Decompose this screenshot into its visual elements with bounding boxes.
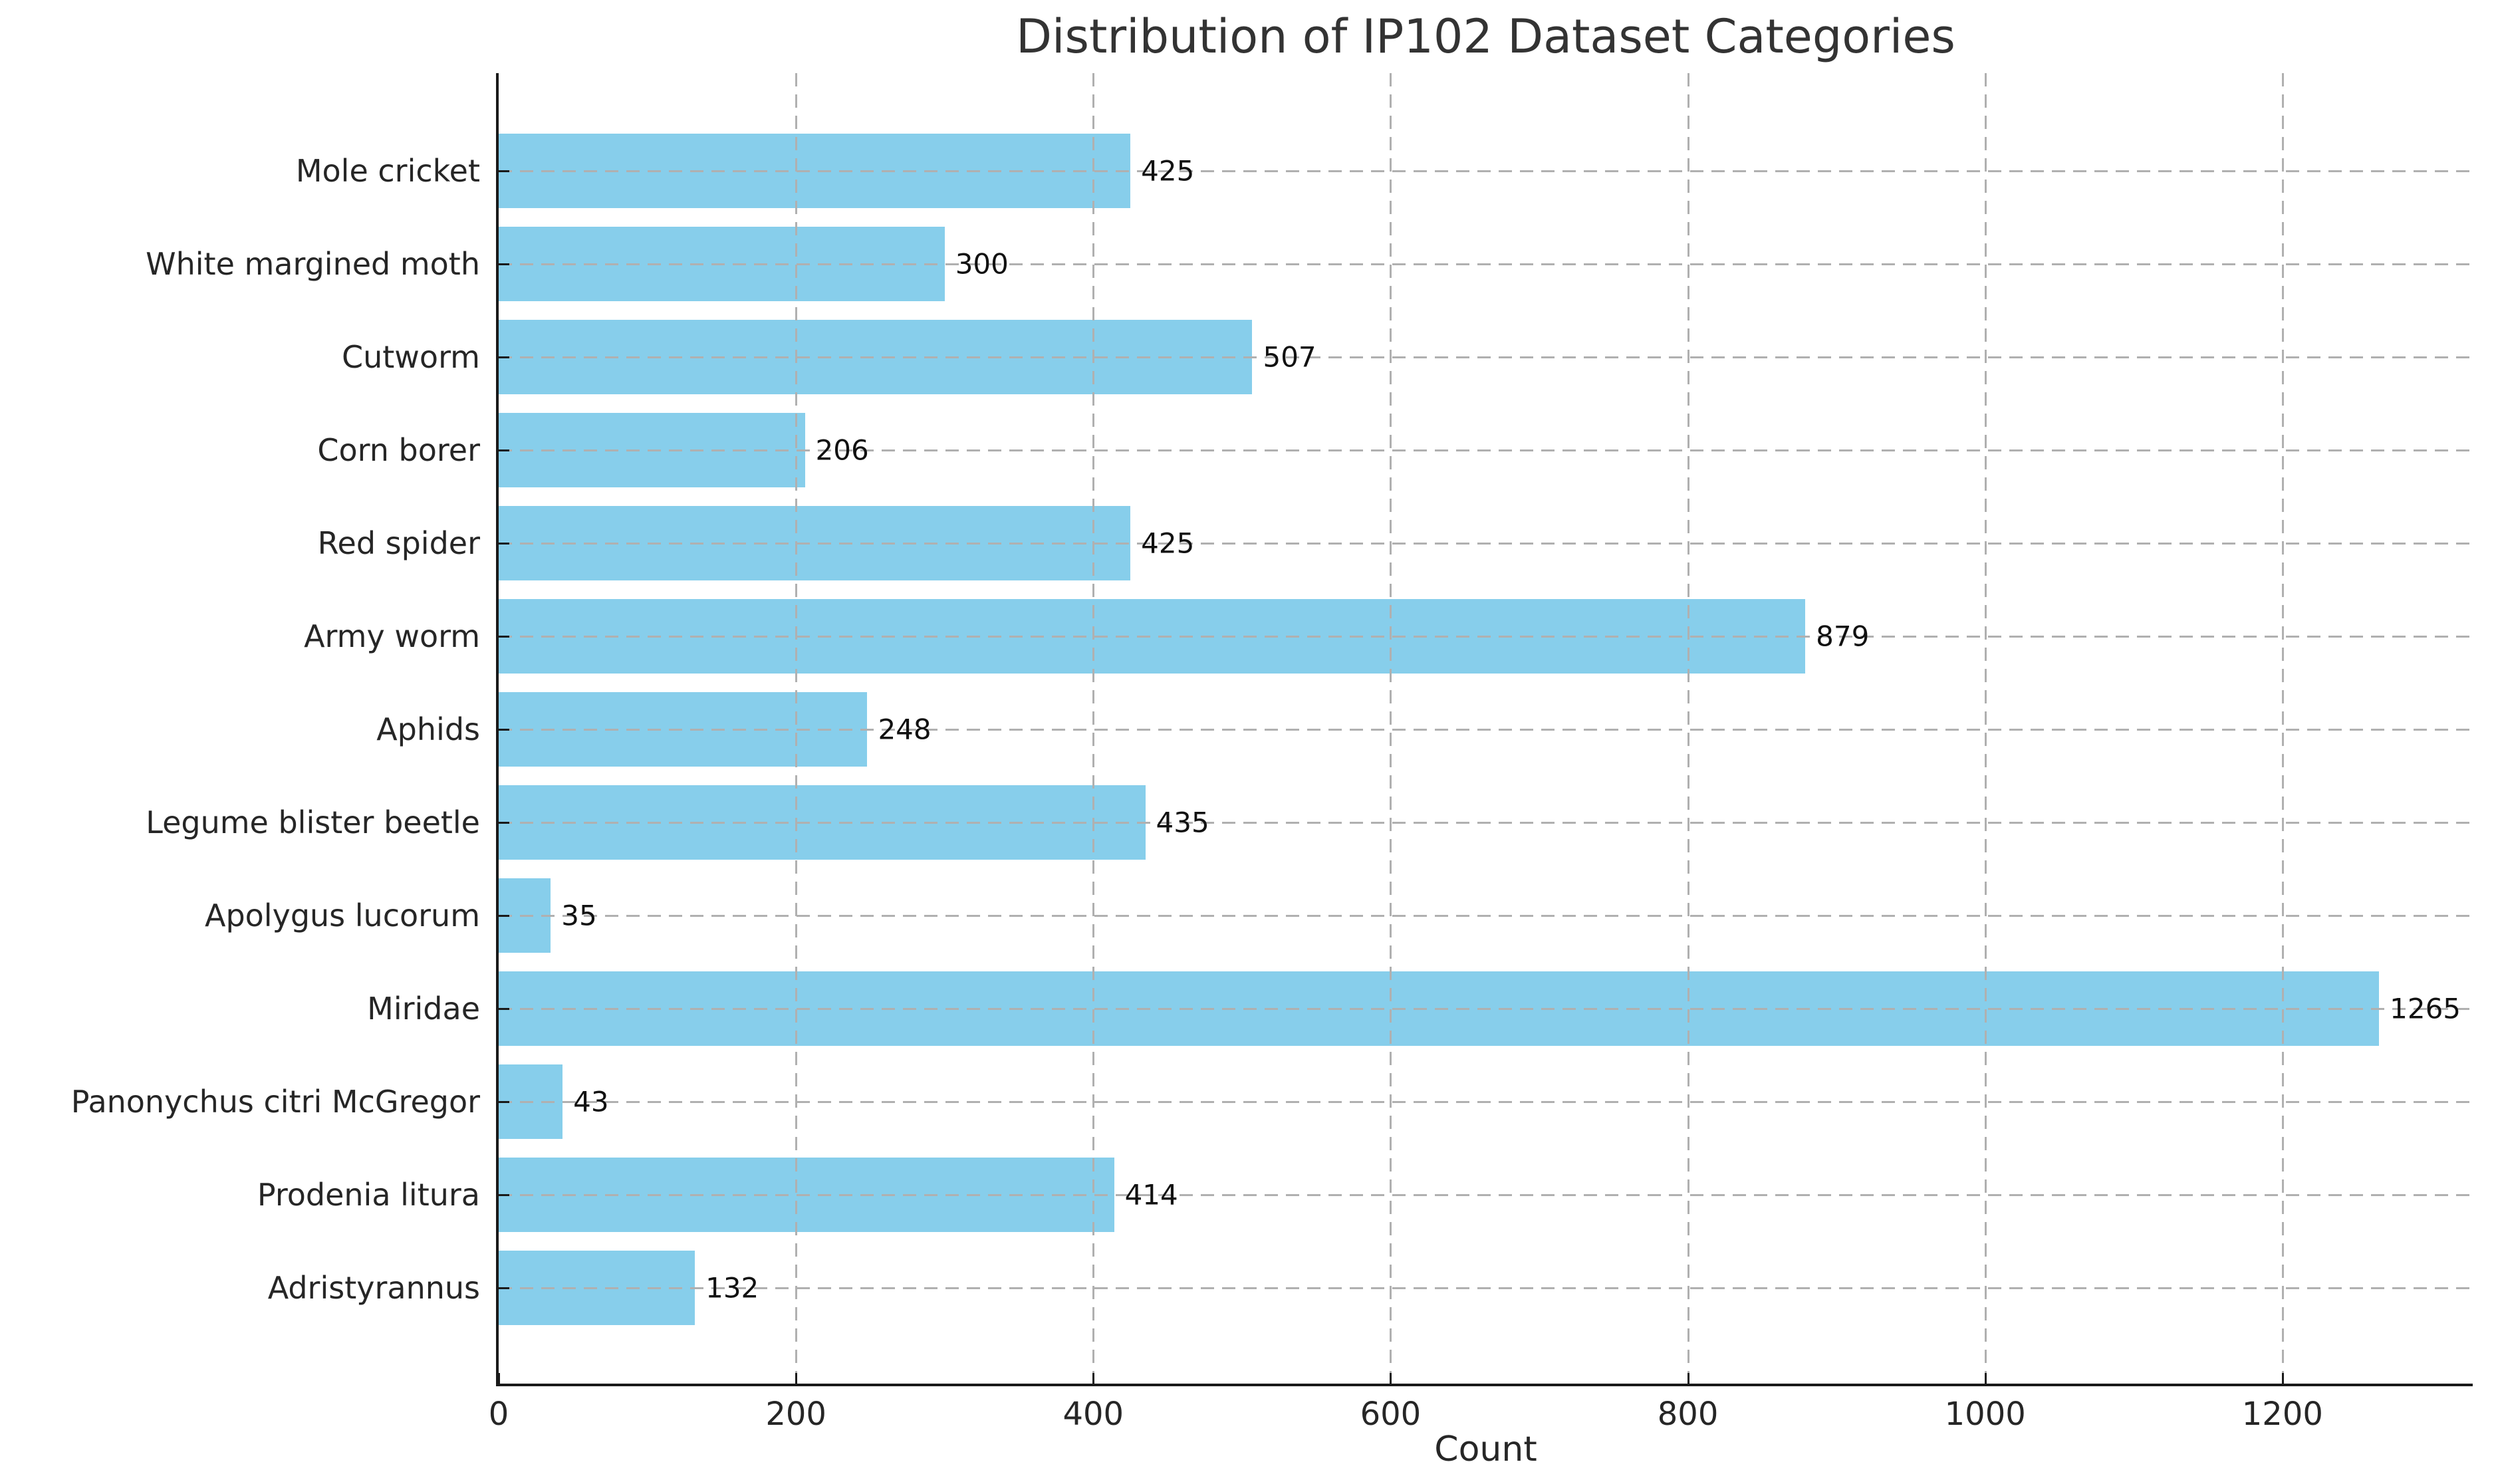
x-gridline	[1390, 73, 1392, 1384]
y-gridline	[499, 543, 2473, 545]
x-tick-label: 1000	[1944, 1396, 2026, 1433]
x-gridline	[1092, 73, 1095, 1384]
x-gridline	[1687, 73, 1689, 1384]
category-label: Panonychus citri McGregor	[70, 1084, 480, 1120]
x-axis-title: Count	[1434, 1429, 1537, 1469]
x-tick-label: 0	[488, 1396, 509, 1433]
y-tick	[499, 170, 509, 172]
y-gridline	[499, 1101, 2473, 1103]
bar-value-label: 879	[1816, 620, 1870, 653]
y-gridline	[499, 1287, 2473, 1289]
bar-value-label: 206	[815, 433, 869, 467]
y-gridline	[499, 356, 2473, 358]
y-tick	[499, 543, 509, 545]
x-gridline	[795, 73, 798, 1384]
chart-title: Distribution of IP102 Dataset Categories	[1016, 9, 1955, 64]
bar-value-label: 425	[1141, 154, 1195, 187]
x-gridline	[2281, 73, 2284, 1384]
y-axis-spine	[496, 73, 499, 1386]
x-tick-label: 200	[765, 1396, 826, 1433]
y-tick	[499, 356, 509, 358]
category-label: White margined moth	[146, 246, 480, 282]
x-gridline	[1984, 73, 1987, 1384]
y-tick	[499, 1287, 509, 1289]
category-label: Legume blister beetle	[146, 804, 480, 840]
x-tick	[1984, 1373, 1987, 1384]
category-label: Apolygus lucorum	[205, 898, 480, 933]
bar-value-label: 414	[1124, 1178, 1178, 1211]
y-tick	[499, 1008, 509, 1010]
category-label: Miridae	[367, 991, 480, 1027]
category-label: Prodenia litura	[257, 1177, 480, 1213]
bar-value-label: 300	[955, 247, 1009, 281]
category-label: Cutworm	[342, 339, 480, 375]
y-tick	[499, 1101, 509, 1103]
x-tick	[1092, 1373, 1095, 1384]
y-tick	[499, 915, 509, 917]
category-label: Mole cricket	[295, 153, 480, 189]
x-tick-label: 1200	[2241, 1396, 2323, 1433]
x-tick-label: 600	[1360, 1396, 1422, 1433]
y-tick	[499, 449, 509, 451]
y-gridline	[499, 915, 2473, 917]
x-tick	[2281, 1373, 2284, 1384]
category-label: Red spider	[317, 525, 480, 561]
y-gridline	[499, 170, 2473, 172]
x-tick-label: 400	[1062, 1396, 1124, 1433]
bar-value-label: 43	[573, 1085, 609, 1118]
x-tick	[1390, 1373, 1392, 1384]
bar-value-label: 507	[1263, 340, 1316, 374]
bar-value-label: 435	[1156, 806, 1209, 839]
y-gridline	[499, 449, 2473, 451]
y-tick	[499, 263, 509, 265]
y-gridline	[499, 636, 2473, 638]
x-tick	[1687, 1373, 1689, 1384]
category-label: Aphids	[376, 711, 480, 747]
category-label: Army worm	[304, 618, 480, 654]
y-gridline	[499, 822, 2473, 824]
y-tick	[499, 1194, 509, 1196]
bar-value-label: 248	[878, 713, 932, 746]
bar-value-label: 35	[561, 899, 597, 932]
bar-value-label: 132	[705, 1271, 759, 1304]
x-axis-spine	[496, 1384, 2473, 1386]
category-label: Corn borer	[317, 432, 480, 468]
bar-value-label: 425	[1141, 527, 1195, 560]
y-gridline	[499, 729, 2473, 731]
category-label: Adristyrannus	[267, 1270, 480, 1306]
y-gridline	[499, 1194, 2473, 1196]
bar-value-label: 1265	[2390, 992, 2461, 1025]
x-tick	[795, 1373, 798, 1384]
y-tick	[499, 636, 509, 638]
y-tick	[499, 729, 509, 731]
x-tick	[498, 1373, 500, 1384]
y-gridline	[499, 1008, 2473, 1010]
x-tick-label: 800	[1657, 1396, 1719, 1433]
y-gridline	[499, 263, 2473, 265]
y-tick	[499, 822, 509, 824]
